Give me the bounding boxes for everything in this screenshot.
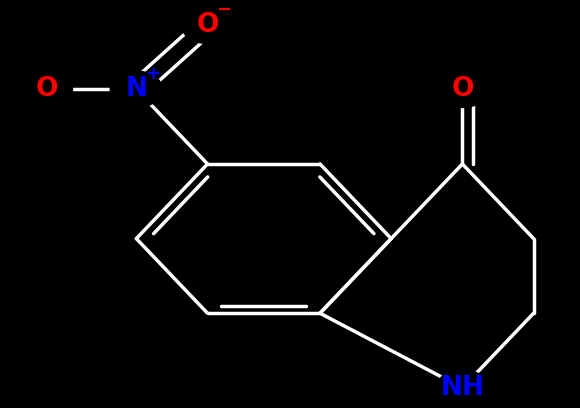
Text: O: O xyxy=(451,76,474,102)
Circle shape xyxy=(20,71,72,107)
Circle shape xyxy=(436,370,488,406)
Circle shape xyxy=(182,7,234,44)
Text: −: − xyxy=(216,1,231,19)
Circle shape xyxy=(436,71,488,107)
Text: O: O xyxy=(35,76,57,102)
Text: NH: NH xyxy=(440,375,484,401)
Text: N: N xyxy=(125,76,147,102)
Text: O: O xyxy=(196,12,219,38)
Text: +: + xyxy=(145,65,160,83)
Circle shape xyxy=(110,71,162,107)
